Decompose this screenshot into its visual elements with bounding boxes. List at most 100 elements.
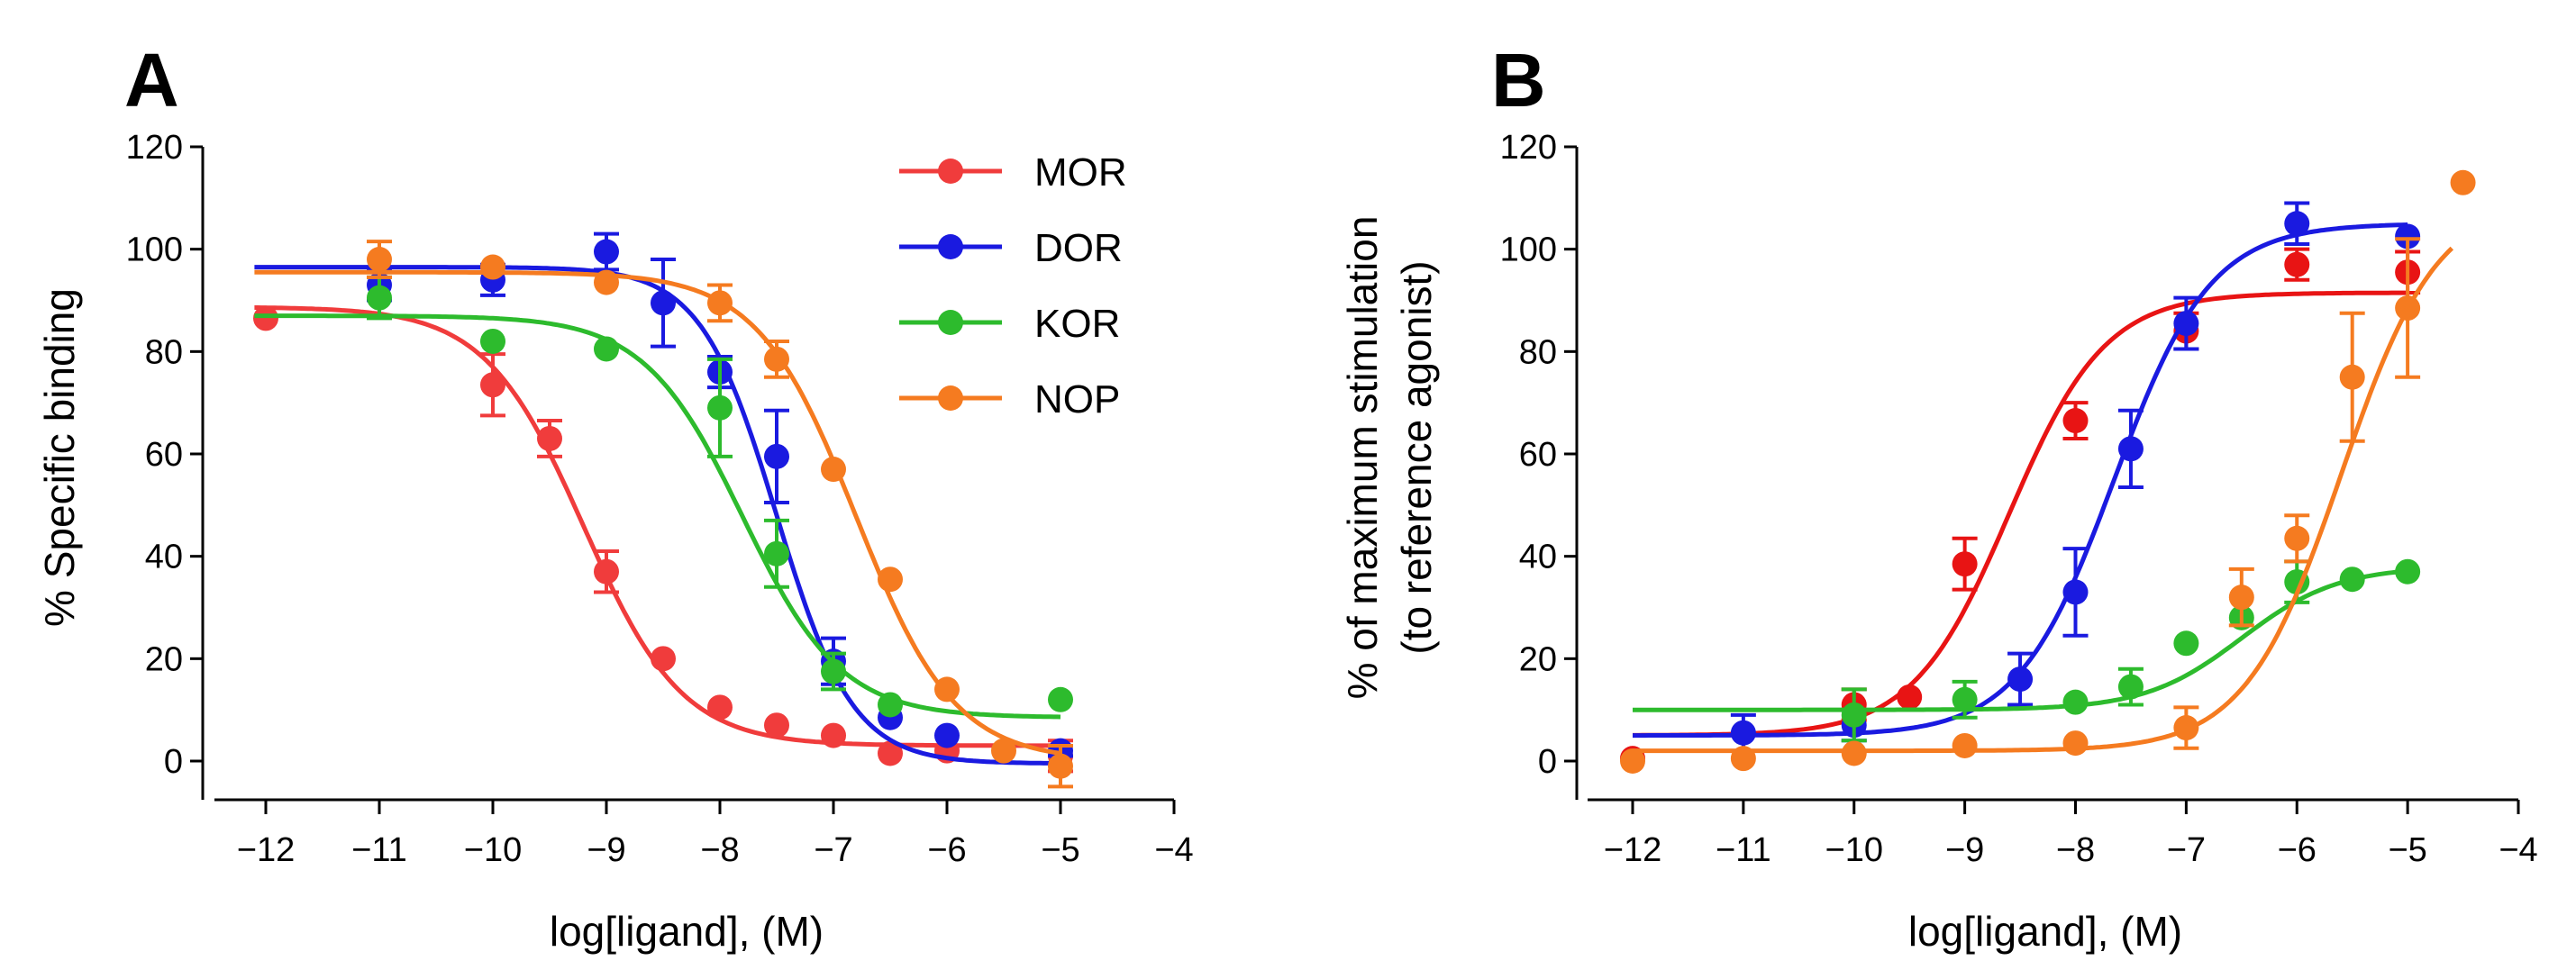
legend-mor-marker (938, 159, 963, 184)
panel-a-x-tick-label: −4 (1154, 831, 1193, 869)
panel-b-dor-point (2007, 666, 2034, 693)
panel-a-nop-point (1048, 753, 1073, 779)
panel-a-y-tick-label: 80 (145, 333, 183, 371)
panel-a-y-tick-label: 0 (164, 743, 183, 781)
panel-a-x-tick-label: −7 (814, 831, 852, 869)
panel-b-kor-series (1633, 558, 2421, 743)
panel-b-y-tick-label: 100 (1500, 231, 1557, 269)
panel-b-label: B (1491, 38, 1546, 122)
panel-a-nop-point (764, 346, 789, 372)
panel-a-kor-point (821, 658, 846, 684)
panel-a-y-tick-label: 40 (145, 539, 183, 576)
panel-b-dor-point (2173, 311, 2199, 337)
panel-a-mor-point (537, 425, 562, 451)
panel-a-y-tick-label: 100 (126, 231, 183, 269)
panel-a-y-axis-title-group: % Specific binding (36, 288, 83, 627)
panel-b-nop-point (2228, 585, 2254, 611)
panel-b-mor-point (2062, 408, 2089, 434)
panel-a-x-tick-label: −8 (700, 831, 739, 869)
panel-a-x-tick-label: −12 (237, 831, 295, 869)
panel-a-nop-point (934, 676, 960, 703)
panel-b-x-tick-label: −10 (1825, 831, 1883, 869)
panel-a-y-tick-label: 120 (126, 129, 183, 167)
panel-a-nop-point (991, 738, 1016, 764)
panel-a-mor-point (764, 712, 789, 739)
panel-b-mor-point (2284, 251, 2310, 277)
panel-a-dor-point (651, 290, 676, 316)
panel-b-nop-point (1730, 746, 1756, 772)
panel-b-x-tick-label: −11 (1716, 831, 1771, 869)
panel-b-kor-fit-curve (1633, 568, 2408, 712)
panel-b-dor-series (1633, 201, 2421, 753)
panel-a-kor-point (1048, 686, 1073, 712)
panel-b-nop-point (2450, 169, 2476, 195)
panel-b-dor-point (2062, 579, 2089, 605)
panel-a-x-tick-label: −6 (927, 831, 966, 869)
panel-a-x-axis-title: log[ligand], (M) (550, 908, 824, 955)
panel-a-mor-point (594, 558, 619, 585)
panel-a-mor-point (480, 372, 505, 398)
legend-mor-label: MOR (1034, 150, 1127, 195)
panel-a-mor-point (821, 722, 846, 748)
panel-b-nop-series (1620, 169, 2476, 774)
panel-b-mor-point (1952, 551, 1978, 577)
panel-b-nop-point (2062, 730, 2089, 757)
panel-b-x-tick-label: −6 (2278, 831, 2317, 869)
panel-a: A % Specific binding log[ligand], (M) 0 2… (36, 38, 1194, 955)
panel-b-kor-point (2395, 558, 2421, 585)
panel-a-nop-point (594, 269, 619, 295)
panel-a-dor-point (934, 722, 960, 748)
panel-b-plot-area: 0 20 40 60 80 100 120 −12 −11 −10 −9 −8 −7 −6 −5 −4 (1500, 129, 2538, 869)
panel-a-kor-point (367, 285, 392, 311)
panel-b-kor-point (2173, 630, 2199, 657)
panel-a-plot-area: 0 20 40 60 80 100 120 −12 −11 −10 −9 −8 −7 −6 −5 −4 (126, 129, 1194, 869)
panel-a-x-tick-label: −11 (351, 831, 407, 869)
panel-b: B % of maximum stimulation (to reference… (1339, 38, 2538, 955)
legend-dor-marker (938, 234, 963, 259)
panel-b-kor-point (2339, 567, 2365, 593)
panel-a-label: A (124, 38, 179, 122)
panel-a-kor-point (764, 540, 789, 567)
panel-a-kor-series (254, 275, 1073, 720)
panel-b-mor-point (1897, 684, 1923, 710)
panel-b-nop-point (1952, 732, 1978, 758)
panel-b-kor-point (2062, 689, 2089, 715)
panel-b-x-tick-label: −5 (2388, 831, 2426, 869)
panel-b-y-tick-label: 40 (1519, 539, 1557, 576)
panel-a-legend: MOR DOR KOR NOP (899, 150, 1127, 422)
panel-b-y-tick-label: 60 (1519, 436, 1557, 474)
panel-b-y-tick-label: 80 (1519, 333, 1557, 371)
panel-b-y-axis-title-line2: (to reference agonist) (1393, 260, 1440, 654)
panel-b-nop-point (2173, 715, 2199, 741)
panel-a-mor-point (651, 646, 676, 672)
panel-a-kor-fit-curve (254, 313, 1061, 720)
panel-a-kor-point (480, 328, 505, 354)
panel-b-x-tick-label: −8 (2056, 831, 2095, 869)
panel-b-y-tick-label: 0 (1538, 743, 1557, 781)
panel-b-x-tick-label: −9 (1945, 831, 1984, 869)
panel-b-y-axis-title-group-2: (to reference agonist) (1393, 260, 1440, 654)
panel-a-nop-fit-curve (254, 269, 1061, 756)
panel-a-kor-point (878, 692, 903, 718)
panel-b-x-tick-label: −12 (1604, 831, 1661, 869)
panel-a-y-tick-label: 20 (145, 640, 183, 678)
panel-a-kor-point (707, 394, 733, 421)
panel-b-x-tick-label: −4 (2499, 831, 2537, 869)
panel-b-dor-point (2395, 223, 2421, 249)
panel-b-nop-point (2339, 364, 2365, 390)
panel-a-nop-point (480, 254, 505, 280)
panel-b-y-axis-title-group: % of maximum stimulation (1339, 216, 1386, 700)
panel-a-nop-series (254, 240, 1073, 789)
panel-b-nop-fit-curve (1633, 246, 2454, 754)
panel-a-dor-point (764, 443, 789, 469)
panel-a-x-tick-label: −9 (587, 831, 625, 869)
legend-dor-label: DOR (1034, 226, 1123, 270)
panel-b-y-tick-label: 120 (1500, 129, 1557, 167)
legend-kor-label: KOR (1034, 302, 1120, 346)
panel-b-nop-point (1841, 740, 1867, 766)
panel-b-nop-point (2284, 525, 2310, 551)
panel-a-y-axis-title: % Specific binding (36, 288, 83, 627)
panel-b-dor-point (2117, 436, 2144, 462)
panel-b-nop-point (1620, 748, 1645, 774)
